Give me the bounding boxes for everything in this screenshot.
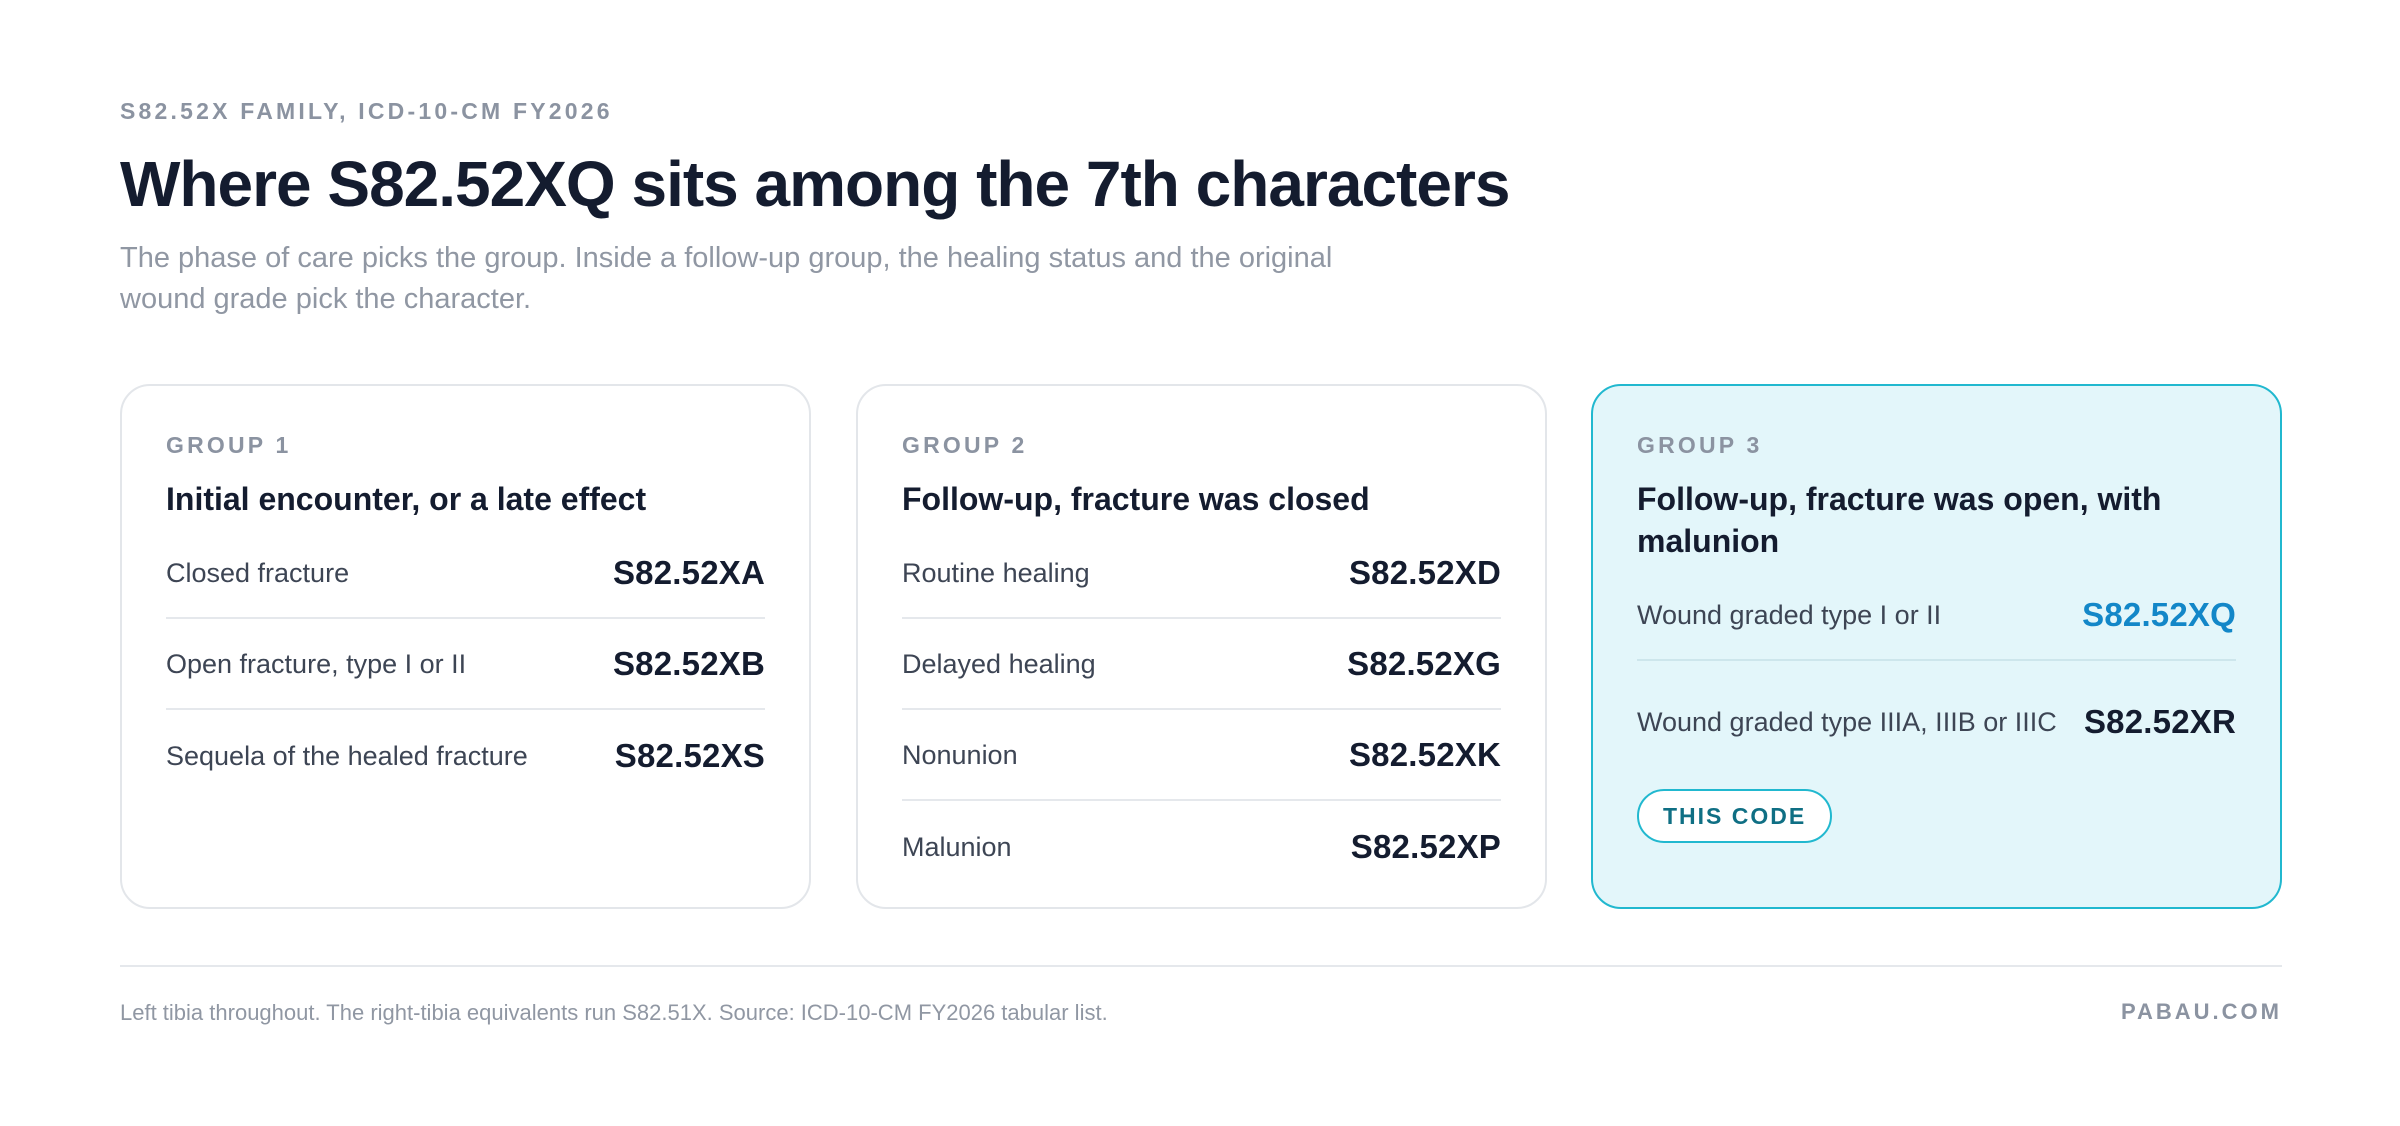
page-subtitle: The phase of care picks the group. Insid… bbox=[120, 242, 1333, 315]
code-description: Malunion bbox=[902, 831, 1012, 862]
footnote: Left tibia throughout. The right-tibia e… bbox=[120, 1000, 1108, 1025]
group-label: GROUP 3 bbox=[1637, 432, 1763, 458]
code-description: Closed fracture bbox=[166, 557, 350, 588]
code-description: Open fracture, type I or II bbox=[166, 648, 467, 679]
code-value: S82.52XP bbox=[1350, 827, 1501, 865]
code-value: S82.52XS bbox=[614, 736, 765, 774]
code-value: S82.52XK bbox=[1348, 735, 1501, 773]
code-list: Routine healing S82.52XD Delayed healing… bbox=[902, 528, 1501, 892]
code-row: Wound graded type IIIA, IIIB or IIIC S82… bbox=[1637, 661, 2236, 783]
group-card-2: GROUP 2 Follow-up, fracture was closed R… bbox=[856, 384, 1547, 909]
code-row: Closed fracture S82.52XA bbox=[166, 528, 765, 619]
code-description: Sequela of the healed fracture bbox=[166, 740, 528, 771]
group-label: GROUP 1 bbox=[166, 432, 292, 458]
group-title: Follow-up, fracture was closed bbox=[902, 481, 1370, 517]
code-value: S82.52XD bbox=[1348, 553, 1501, 591]
group-cards: GROUP 1 Initial encounter, or a late eff… bbox=[120, 384, 2282, 909]
code-row: Sequela of the healed fracture S82.52XS bbox=[166, 710, 765, 801]
group-title: Initial encounter, or a late effect bbox=[166, 481, 647, 517]
code-list: Wound graded type I or II S82.52XQ Wound… bbox=[1637, 570, 2236, 783]
page: S82.52X FAMILY, ICD-10-CM FY2026 Where S… bbox=[120, 0, 2282, 1126]
code-description: Delayed healing bbox=[902, 648, 1096, 679]
code-row: Routine healing S82.52XD bbox=[902, 528, 1501, 619]
code-row: Nonunion S82.52XK bbox=[902, 710, 1501, 801]
code-value: S82.52XR bbox=[2083, 703, 2236, 740]
code-row: Open fracture, type I or II S82.52XB bbox=[166, 619, 765, 710]
code-row: Malunion S82.52XP bbox=[902, 801, 1501, 892]
group-label: GROUP 2 bbox=[902, 432, 1028, 458]
code-description: Wound graded type I or II bbox=[1637, 599, 1942, 630]
group-title: Follow-up, fracture was open, with malun… bbox=[1637, 481, 2162, 559]
brand-link[interactable]: PABAU.COM bbox=[2120, 999, 2282, 1024]
code-row-current: Wound graded type I or II S82.52XQ bbox=[1637, 570, 2236, 661]
footer-divider bbox=[120, 965, 2282, 967]
this-code-badge: THIS CODE bbox=[1637, 789, 1833, 843]
code-description: Routine healing bbox=[902, 557, 1090, 588]
eyebrow: S82.52X FAMILY, ICD-10-CM FY2026 bbox=[120, 98, 613, 124]
code-value: S82.52XA bbox=[612, 553, 765, 591]
code-row: Delayed healing S82.52XG bbox=[902, 619, 1501, 710]
code-description: Nonunion bbox=[902, 739, 1018, 770]
code-description: Wound graded type IIIA, IIIB or IIIC bbox=[1637, 707, 2057, 737]
code-value: S82.52XB bbox=[612, 644, 765, 682]
group-card-3-highlighted: GROUP 3 Follow-up, fracture was open, wi… bbox=[1591, 384, 2282, 909]
code-list: Closed fracture S82.52XA Open fracture, … bbox=[166, 528, 765, 801]
page-title: Where S82.52XQ sits among the 7th charac… bbox=[120, 148, 1510, 220]
group-card-1: GROUP 1 Initial encounter, or a late eff… bbox=[120, 384, 811, 909]
code-value-current: S82.52XQ bbox=[2082, 595, 2236, 633]
code-value: S82.52XG bbox=[1347, 644, 1501, 682]
